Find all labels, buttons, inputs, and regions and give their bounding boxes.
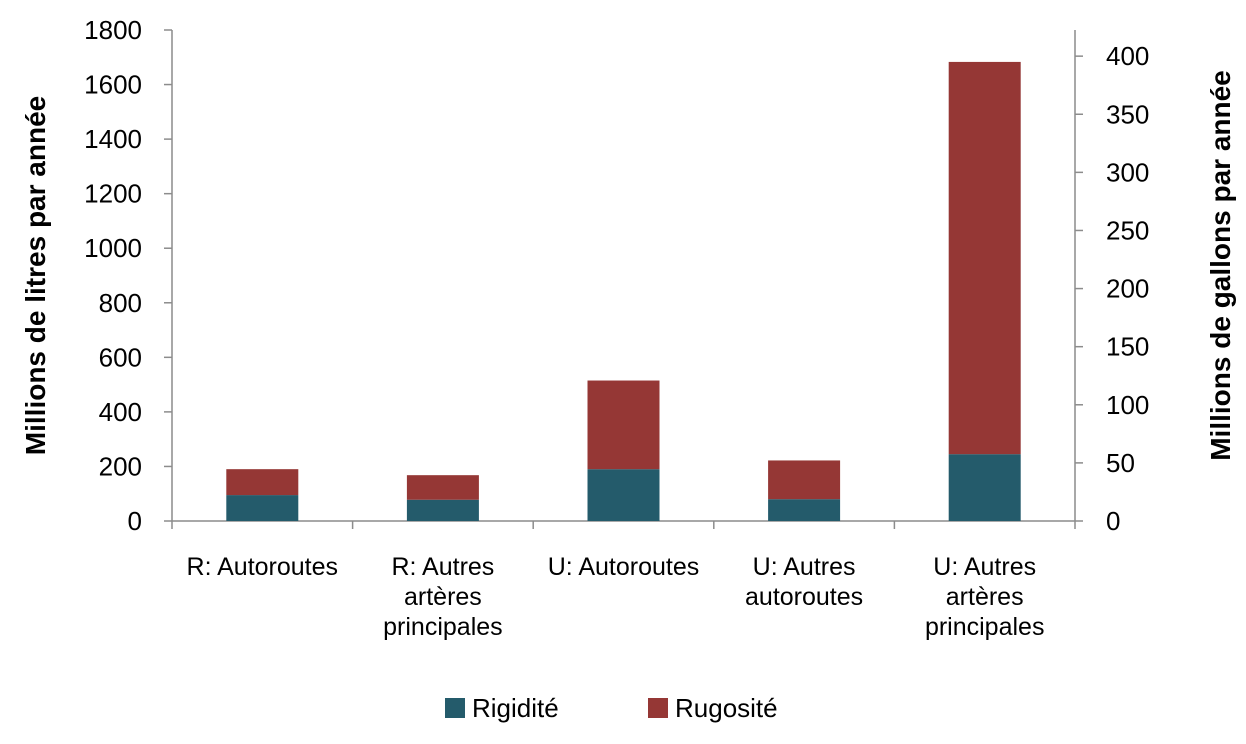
y-tick-label-right: 350 [1106,99,1149,129]
x-category-label: R: Autoroutes [187,553,338,581]
y-tick-label-right: 0 [1106,506,1120,536]
y-tick-label-right: 300 [1106,157,1149,187]
y-axis-title-left: Millions de litres par année [20,96,51,455]
bar-rigidite [587,469,660,521]
bar-rugosite [587,380,660,470]
bar-rugosite [406,475,479,500]
y-tick-label-right: 150 [1106,332,1149,362]
bar-rugosite [768,460,841,500]
y-tick-label-left: 400 [99,397,142,427]
y-tick-label-left: 200 [99,451,142,481]
y-tick-label-right: 50 [1106,448,1135,478]
bar-rugosite [226,469,299,496]
y-tick-label-right: 250 [1106,215,1149,245]
y-tick-label-left: 600 [99,342,142,372]
y-tick-label-left: 0 [128,506,142,536]
x-category-label: U: Autres artères principales [925,553,1045,641]
y-tick-label-left: 1400 [84,124,142,154]
legend-label: Rugosité [675,693,778,723]
y-tick-label-right: 100 [1106,390,1149,420]
y-tick-label-left: 1200 [84,179,142,209]
legend-label: Rigidité [472,693,559,723]
y-tick-label-right: 400 [1106,41,1149,71]
x-category-label: R: Autres artères principales [383,553,503,641]
y-tick-label-left: 1000 [84,233,142,263]
bar-rigidite [948,454,1021,521]
bar-rigidite [768,499,841,521]
x-category-label: U: Autoroutes [548,553,699,581]
y-tick-label-right: 200 [1106,274,1149,304]
x-category-label: U: Autres autoroutes [745,553,863,611]
bar-rigidite [406,499,479,521]
y-tick-label-left: 1600 [84,70,142,100]
legend-swatch [648,698,668,718]
bar-rigidite [226,495,299,521]
y-tick-label-left: 1800 [84,15,142,45]
legend-swatch [445,698,465,718]
y-tick-label-left: 800 [99,288,142,318]
y-axis-title-right: Millions de gallons par année [1205,70,1236,461]
bar-rugosite [948,61,1021,455]
